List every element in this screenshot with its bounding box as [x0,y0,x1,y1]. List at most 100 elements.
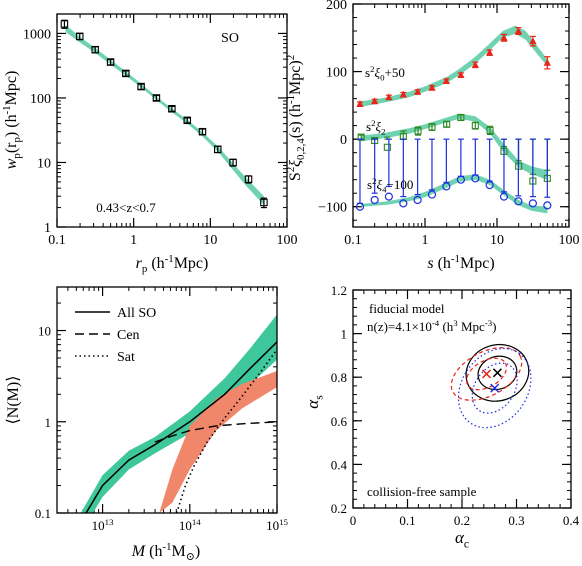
data-point [471,60,479,68]
x-tick-label: 0.3 [508,513,524,528]
data-point [414,127,422,135]
data-point [383,143,391,151]
series-label-0: s2ξ0+50 [365,64,405,82]
y-tick-label: 0.8 [331,370,347,385]
y-tick-label: 0.2 [331,501,347,516]
data-point [457,113,465,122]
data-point [152,94,161,102]
panel-hod: 1013 1014 1015 0.1 1 10 All SO Cen Sat M (h-1M⊙) ⟨… [5,286,289,563]
data-point [60,20,69,28]
data-point [528,199,537,208]
model-band [361,113,548,180]
model-band [65,25,264,205]
x-tick-label: 1 [130,233,137,248]
model-band [361,174,548,214]
annotation-so: SO [221,31,239,46]
plot-area [60,19,268,209]
data-point [442,77,450,85]
y-tick-label: 10 [38,324,51,339]
series-label-2: s2ξ2 [366,118,385,136]
data-point [414,87,422,95]
plot-frame [56,13,288,228]
legend-sat-label: Sat [117,350,135,365]
y-tick-label: 100 [30,92,51,107]
y-axis-label: S2ξ0,2,4(s) (h-1Mpc)2 [285,55,307,181]
x-tick-label: 1014 [179,517,201,533]
all-band [80,314,277,513]
y-axis-label: αs [303,395,325,409]
plot-area [80,314,277,513]
x-tick-label: 100 [277,233,298,248]
sat-line [175,349,277,513]
x-tick-label: 0.4 [563,513,580,528]
plot-area [355,25,552,214]
data-point [244,175,253,183]
data-point [486,126,494,134]
model-band [361,25,548,107]
y-tick-label: 1 [44,221,51,236]
annotation-nz: n(z)=4.1×10-4 (h3 Mpc-3) [367,318,497,334]
annotation-collision-free: collision-free sample [367,484,477,499]
data-point [543,201,552,210]
x-tick-label: 0.1 [344,233,362,248]
data-point [428,83,436,91]
data-point [486,48,494,56]
best-fit-marker [492,368,502,378]
cen-line [154,421,277,443]
y-axis-label: ⟨N(M)⟩ [5,376,22,425]
contour [471,362,518,414]
data-point [260,198,268,207]
legend: All SO Cen Sat [75,306,156,365]
data-point [499,192,509,201]
plot-frame [56,286,278,514]
y-tick-label: 1.2 [331,283,347,298]
data-point [214,145,222,154]
legend-all-label: All SO [117,306,156,321]
data-point [106,58,115,66]
data-point [428,123,436,131]
y-tick-label: −100 [318,201,347,216]
data-point [385,93,393,101]
y-tick-label: 1 [45,415,52,430]
data-point [183,116,192,125]
data-point [543,58,551,66]
data-point [75,32,84,41]
y-tick-label: 0.1 [35,506,51,521]
x-tick-label: 1013 [92,517,114,533]
x-tick-label: 0.1 [48,233,66,248]
data-point [457,70,465,78]
data-point [442,182,451,191]
data-point [371,97,379,105]
data-point [529,37,537,45]
contour [450,347,523,401]
x-tick-label: 0 [350,513,357,528]
data-point [168,105,176,113]
x-tick-label: 10 [203,233,217,248]
panel-multipoles: 0.1 1 10 100 −100 0 100 200 s2ξ0+50 s2ξ2 s2ξ4−100 s… [285,0,580,272]
x-tick-label: 0.2 [454,513,470,528]
data-point [399,199,408,208]
y-axis-label: wp(rp) (h-1Mpc) [1,71,23,170]
plot-area [450,343,532,429]
data-point [137,82,145,91]
data-point [370,195,379,205]
best-fit-marker [490,383,500,393]
y-tick-label: 0.4 [331,457,348,472]
data-point [485,181,494,190]
data-point [355,202,365,211]
data-point [471,174,480,183]
data-point [443,120,451,128]
x-tick-label: 1015 [266,517,288,533]
x-tick-label: 10 [490,233,504,248]
best-fit-marker [481,369,492,379]
annotation-redshift: 0.43<z<0.7 [96,200,156,215]
x-axis-label: s (h-1Mpc) [427,253,494,272]
data-point [514,27,522,35]
data-point [500,33,508,41]
x-axis-label: αc [455,528,469,550]
data-point [91,45,99,54]
x-axis-label: rp (h-1Mpc) [136,253,209,275]
y-tick-label: 100 [326,66,347,81]
